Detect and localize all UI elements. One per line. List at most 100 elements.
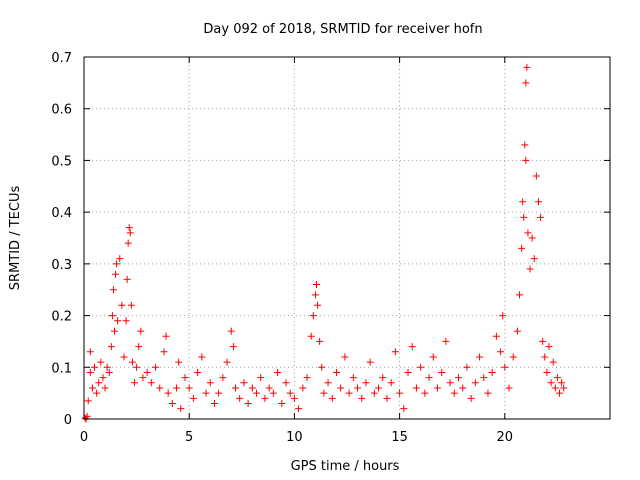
data-point xyxy=(86,348,94,356)
data-point xyxy=(387,379,395,387)
data-point xyxy=(152,363,160,371)
data-point xyxy=(497,348,505,356)
data-point xyxy=(126,229,134,237)
data-point xyxy=(337,384,345,392)
data-point xyxy=(135,343,143,351)
data-point xyxy=(173,384,181,392)
data-point xyxy=(501,363,509,371)
data-point xyxy=(137,327,145,335)
data-point xyxy=(91,363,99,371)
x-tick-label: 0 xyxy=(80,430,88,445)
data-point xyxy=(433,384,441,392)
data-point xyxy=(84,397,92,405)
data-point xyxy=(543,368,551,376)
data-point xyxy=(526,265,534,273)
data-point xyxy=(105,368,113,376)
data-point xyxy=(290,394,298,402)
data-point xyxy=(328,394,336,402)
data-point xyxy=(425,374,433,382)
y-tick-label: 0.5 xyxy=(51,154,72,169)
data-point xyxy=(519,198,527,206)
data-point xyxy=(143,368,151,376)
data-point xyxy=(358,394,366,402)
data-point xyxy=(318,363,326,371)
x-tick-label: 20 xyxy=(497,430,514,445)
data-point xyxy=(156,384,164,392)
data-point xyxy=(231,384,239,392)
data-point xyxy=(240,379,248,387)
data-point xyxy=(114,317,122,325)
data-point xyxy=(480,374,488,382)
data-point xyxy=(349,374,357,382)
data-point xyxy=(189,394,197,402)
data-point xyxy=(463,363,471,371)
data-point xyxy=(522,79,530,87)
y-tick-label: 0.3 xyxy=(51,258,72,273)
data-point xyxy=(282,379,290,387)
data-point xyxy=(549,358,557,366)
data-point xyxy=(219,374,227,382)
grid xyxy=(84,56,610,419)
data-point xyxy=(320,389,328,397)
data-point xyxy=(450,389,458,397)
data-point xyxy=(101,384,109,392)
data-point xyxy=(560,384,568,392)
data-point xyxy=(488,368,496,376)
data-point xyxy=(537,213,545,221)
data-point xyxy=(532,172,540,180)
data-point xyxy=(520,213,528,221)
data-point xyxy=(528,234,536,242)
x-tick-label: 5 xyxy=(185,430,193,445)
data-point xyxy=(516,291,524,299)
y-tick-label: 0.4 xyxy=(51,206,72,221)
data-point xyxy=(202,389,210,397)
data-point xyxy=(379,374,387,382)
data-point xyxy=(278,399,286,407)
data-point xyxy=(175,358,183,366)
axis-ticks xyxy=(83,56,610,420)
data-point xyxy=(459,384,467,392)
data-point xyxy=(366,358,374,366)
data-point xyxy=(312,281,320,289)
data-point xyxy=(88,384,96,392)
y-tick-label: 0 xyxy=(64,413,72,428)
data-point xyxy=(177,405,185,413)
data-point xyxy=(446,379,454,387)
x-tick-label: 15 xyxy=(391,430,408,445)
data-point xyxy=(261,394,269,402)
data-point xyxy=(168,399,176,407)
data-point xyxy=(99,374,107,382)
data-point xyxy=(421,389,429,397)
data-point xyxy=(113,260,121,268)
data-point xyxy=(518,244,526,252)
data-point xyxy=(332,368,340,376)
data-point xyxy=(314,301,322,309)
data-point xyxy=(86,368,94,376)
data-point xyxy=(118,301,126,309)
data-point xyxy=(295,405,303,413)
data-point xyxy=(147,379,155,387)
y-tick-label: 0.1 xyxy=(51,361,72,376)
data-point xyxy=(107,343,115,351)
data-point xyxy=(253,389,261,397)
data-point xyxy=(429,353,437,361)
data-point xyxy=(522,156,530,164)
data-point xyxy=(523,63,531,71)
data-point xyxy=(229,343,237,351)
data-points xyxy=(81,63,568,423)
data-point xyxy=(547,379,555,387)
data-point xyxy=(509,353,517,361)
data-point xyxy=(375,384,383,392)
data-point xyxy=(164,389,172,397)
data-point xyxy=(215,389,223,397)
data-point xyxy=(130,379,138,387)
data-point xyxy=(206,379,214,387)
data-point xyxy=(391,348,399,356)
data-point xyxy=(181,374,189,382)
data-point xyxy=(534,198,542,206)
data-point xyxy=(324,379,332,387)
y-tick-label: 0.7 xyxy=(51,51,72,66)
data-point xyxy=(122,317,130,325)
data-point xyxy=(128,358,136,366)
